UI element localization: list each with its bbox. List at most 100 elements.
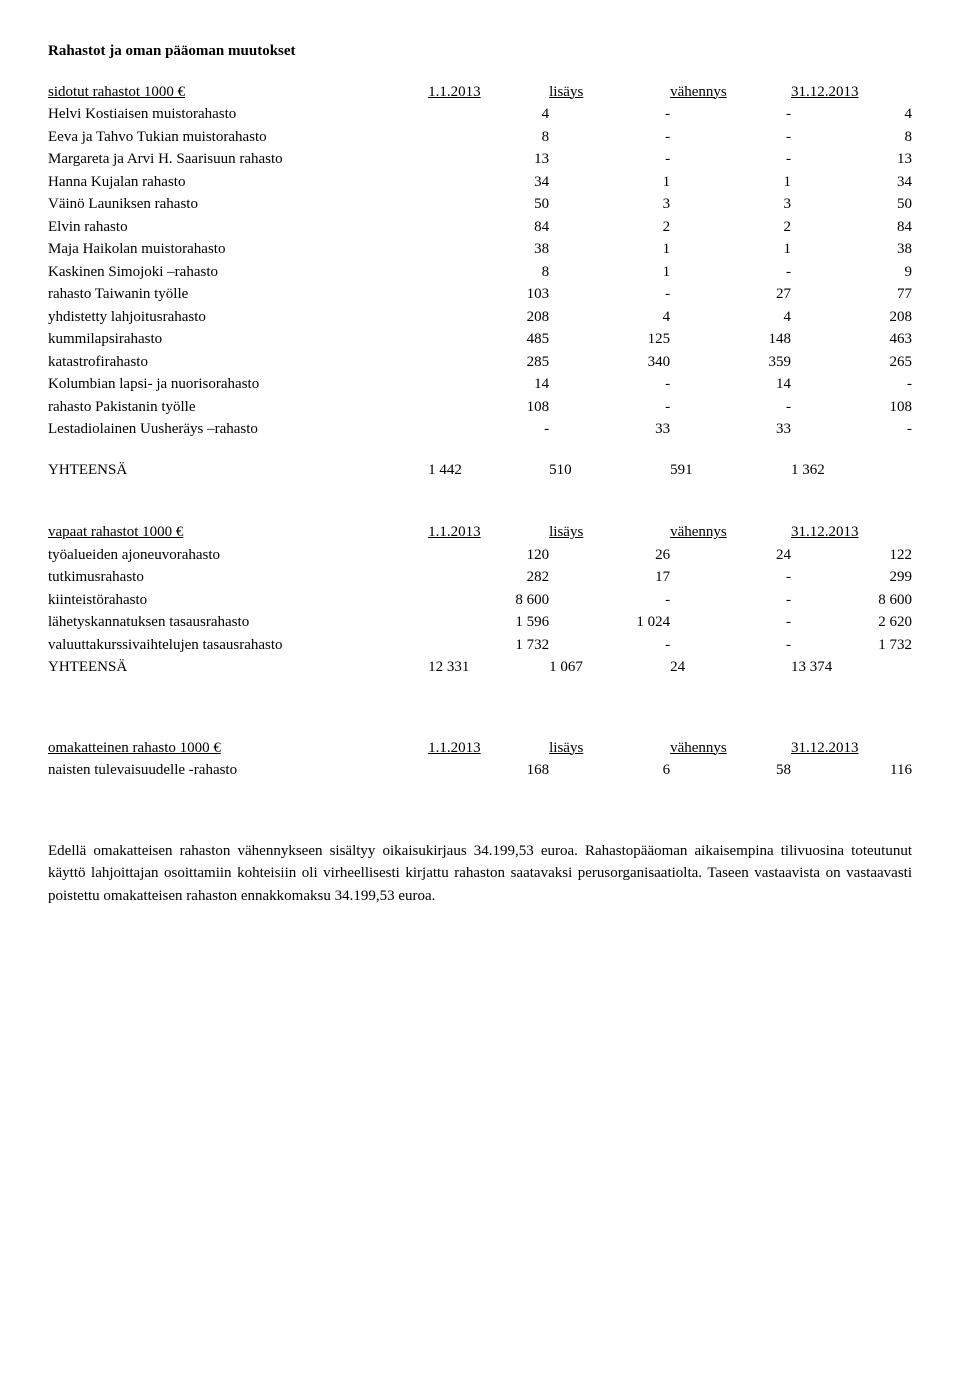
- row-v4: 116: [791, 759, 912, 782]
- table-row: Kolumbian lapsi- ja nuorisorahasto14-14-: [48, 373, 912, 396]
- header-c3: vähennys: [670, 521, 791, 544]
- header-label: sidotut rahastot 1000 €: [48, 81, 428, 104]
- row-v2: -: [549, 396, 670, 419]
- table-row: naisten tulevaisuudelle -rahasto16865811…: [48, 759, 912, 782]
- row-v2: 340: [549, 351, 670, 374]
- row-v2: 1: [549, 261, 670, 284]
- row-v3: 33: [670, 418, 791, 441]
- row-v3: -: [670, 634, 791, 657]
- total-v1: 1 442: [428, 459, 549, 482]
- table-row: Kaskinen Simojoki –rahasto81-9: [48, 261, 912, 284]
- row-v1: 1 596: [428, 611, 549, 634]
- header-c2: lisäys: [549, 521, 670, 544]
- table-row: Helvi Kostiaisen muistorahasto4--4: [48, 103, 912, 126]
- row-v4: 265: [791, 351, 912, 374]
- row-v2: 1 024: [549, 611, 670, 634]
- row-v4: -: [791, 373, 912, 396]
- row-v1: 84: [428, 216, 549, 239]
- table-row: valuuttakurssivaihtelujen tasausrahasto1…: [48, 634, 912, 657]
- row-v2: 1: [549, 171, 670, 194]
- table-header-row: vapaat rahastot 1000 € 1.1.2013 lisäys v…: [48, 521, 912, 544]
- row-v2: 26: [549, 544, 670, 567]
- row-v2: 4: [549, 306, 670, 329]
- table-row: kiinteistörahasto8 600--8 600: [48, 589, 912, 612]
- header-c4: 31.12.2013: [791, 81, 912, 104]
- row-v4: 34: [791, 171, 912, 194]
- row-v2: -: [549, 103, 670, 126]
- row-v3: -: [670, 148, 791, 171]
- row-v3: 4: [670, 306, 791, 329]
- header-c3: vähennys: [670, 737, 791, 760]
- table-row: yhdistetty lahjoitusrahasto20844208: [48, 306, 912, 329]
- total-v4: 1 362: [791, 459, 912, 482]
- row-v3: -: [670, 261, 791, 284]
- row-v1: 120: [428, 544, 549, 567]
- row-v2: -: [549, 589, 670, 612]
- row-label: yhdistetty lahjoitusrahasto: [48, 306, 428, 329]
- row-label: tutkimusrahasto: [48, 566, 428, 589]
- row-label: lähetyskannatuksen tasausrahasto: [48, 611, 428, 634]
- row-v1: 4: [428, 103, 549, 126]
- row-v1: 485: [428, 328, 549, 351]
- row-v1: 34: [428, 171, 549, 194]
- row-v1: 168: [428, 759, 549, 782]
- header-c3: vähennys: [670, 81, 791, 104]
- row-label: Lestadiolainen Uusheräys –rahasto: [48, 418, 428, 441]
- row-v4: -: [791, 418, 912, 441]
- table-header-row: sidotut rahastot 1000 € 1.1.2013 lisäys …: [48, 81, 912, 104]
- row-v3: 148: [670, 328, 791, 351]
- header-label: omakatteinen rahasto 1000 €: [48, 737, 428, 760]
- table-sidotut: sidotut rahastot 1000 € 1.1.2013 lisäys …: [48, 81, 912, 482]
- row-v1: 108: [428, 396, 549, 419]
- row-v1: 8 600: [428, 589, 549, 612]
- row-v3: -: [670, 396, 791, 419]
- table-row: rahasto Taiwanin työlle103-2777: [48, 283, 912, 306]
- table-row: lähetyskannatuksen tasausrahasto1 5961 0…: [48, 611, 912, 634]
- row-v3: 14: [670, 373, 791, 396]
- table-row: Hanna Kujalan rahasto341134: [48, 171, 912, 194]
- table-row: Väinö Launiksen rahasto503350: [48, 193, 912, 216]
- row-label: Margareta ja Arvi H. Saarisuun rahasto: [48, 148, 428, 171]
- row-v3: -: [670, 589, 791, 612]
- row-v2: 6: [549, 759, 670, 782]
- row-v1: 50: [428, 193, 549, 216]
- row-v3: -: [670, 611, 791, 634]
- row-label: valuuttakurssivaihtelujen tasausrahasto: [48, 634, 428, 657]
- row-v4: 13: [791, 148, 912, 171]
- header-c1: 1.1.2013: [428, 81, 549, 104]
- row-label: kiinteistörahasto: [48, 589, 428, 612]
- row-v1: -: [428, 418, 549, 441]
- table-row: Margareta ja Arvi H. Saarisuun rahasto 13…: [48, 148, 912, 171]
- total-label: YHTEENSÄ: [48, 656, 428, 679]
- row-v1: 285: [428, 351, 549, 374]
- table-total-row: YHTEENSÄ 1 442 510 591 1 362: [48, 459, 912, 482]
- header-c2: lisäys: [549, 737, 670, 760]
- table-row: kummilapsirahasto485125148463: [48, 328, 912, 351]
- row-label: työalueiden ajoneuvorahasto: [48, 544, 428, 567]
- row-v2: 2: [549, 216, 670, 239]
- row-v1: 38: [428, 238, 549, 261]
- table-row: Lestadiolainen Uusheräys –rahasto-3333-: [48, 418, 912, 441]
- total-v4: 13 374: [791, 656, 912, 679]
- row-v2: -: [549, 283, 670, 306]
- row-v2: -: [549, 126, 670, 149]
- row-v1: 14: [428, 373, 549, 396]
- total-v1: 12 331: [428, 656, 549, 679]
- row-v4: 299: [791, 566, 912, 589]
- row-v1: 103: [428, 283, 549, 306]
- row-label: Kolumbian lapsi- ja nuorisorahasto: [48, 373, 428, 396]
- table-row: tutkimusrahasto28217-299: [48, 566, 912, 589]
- row-v2: 33: [549, 418, 670, 441]
- row-label: Kaskinen Simojoki –rahasto: [48, 261, 428, 284]
- row-v3: -: [670, 103, 791, 126]
- row-v3: 3: [670, 193, 791, 216]
- total-label: YHTEENSÄ: [48, 459, 428, 482]
- table-vapaat: vapaat rahastot 1000 € 1.1.2013 lisäys v…: [48, 521, 912, 679]
- row-v3: 24: [670, 544, 791, 567]
- total-v3: 24: [670, 656, 791, 679]
- row-v1: 8: [428, 126, 549, 149]
- row-label: katastrofirahasto: [48, 351, 428, 374]
- header-label: vapaat rahastot 1000 €: [48, 521, 428, 544]
- table-row: työalueiden ajoneuvorahasto1202624122: [48, 544, 912, 567]
- row-v4: 8 600: [791, 589, 912, 612]
